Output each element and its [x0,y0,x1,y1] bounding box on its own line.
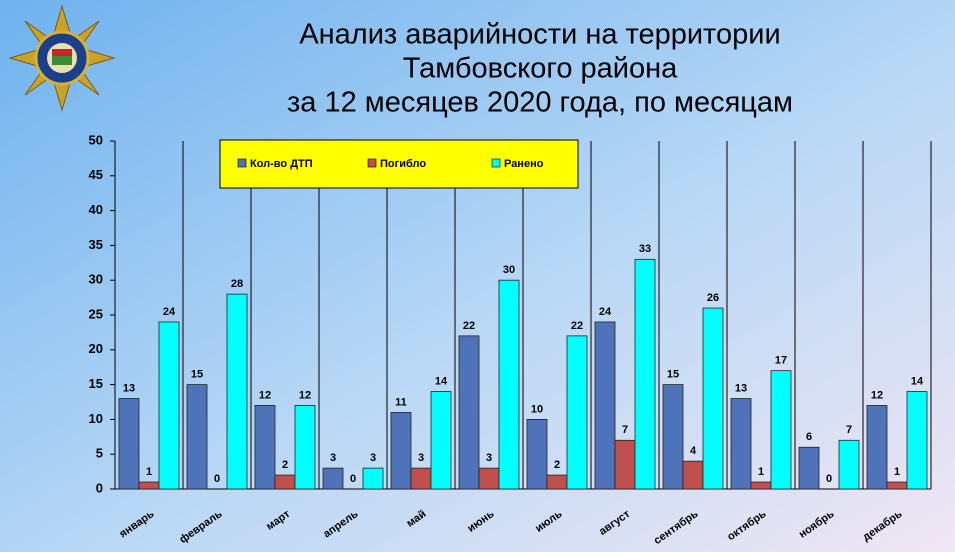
y-tick-label: 50 [89,132,103,147]
bar [798,446,820,490]
bar [186,384,208,490]
legend-swatch [237,158,247,168]
bar [526,418,548,490]
bar [410,467,432,490]
value-label: 11 [395,396,407,408]
bar [866,405,888,490]
value-label: 17 [775,355,787,367]
value-label: 1 [894,466,900,478]
value-label: 15 [667,369,679,381]
y-tick-label: 30 [89,272,103,287]
value-label: 3 [370,452,376,464]
y-tick-label: 10 [89,411,103,426]
value-label: 1 [758,466,764,478]
bar [730,398,752,490]
legend-swatch [491,158,501,168]
bar [750,481,772,490]
value-label: 12 [299,389,311,401]
value-label: 0 [214,473,220,485]
bar [498,279,520,490]
bar [226,293,248,490]
bar [322,467,344,490]
chart-title: Анализ аварийности на территории [299,19,780,51]
bar [390,412,412,490]
value-label: 4 [690,445,697,457]
y-tick-label: 45 [89,167,103,182]
y-tick-label: 20 [89,341,103,356]
bar [546,474,568,490]
bar [566,335,588,490]
emblem [8,4,116,112]
value-label: 0 [350,473,356,485]
value-label: 13 [735,382,747,394]
value-label: 6 [806,431,812,443]
y-tick-label: 15 [89,376,103,391]
bar [662,384,684,490]
value-label: 7 [846,424,852,436]
bar [634,258,656,490]
y-tick-label: 25 [89,306,103,321]
value-label: 3 [418,452,424,464]
chart-title: за 12 месяцев 2020 года, по месяцам [287,87,793,119]
value-label: 2 [282,459,288,471]
value-label: 22 [571,320,583,332]
chart-title: Тамбовского района [403,53,678,85]
bar [478,467,500,490]
value-label: 14 [435,375,448,387]
bar [254,405,276,490]
bar [274,474,296,490]
value-label: 2 [554,459,560,471]
y-tick-label: 35 [89,237,103,252]
bar [158,321,180,490]
legend-label: Погибло [380,158,426,170]
bar [118,398,140,490]
value-label: 12 [259,389,271,401]
bar [430,391,452,490]
y-tick-label: 40 [89,202,103,217]
legend-swatch [367,158,377,168]
bar [682,460,704,490]
y-tick-label: 0 [96,480,103,495]
legend-label: Кол-во ДТП [250,158,313,170]
value-label: 13 [123,382,135,394]
value-label: 30 [503,264,515,276]
bar [458,335,480,490]
value-label: 1 [146,466,152,478]
value-label: 24 [163,306,176,318]
legend-box [219,139,579,189]
bar [838,439,860,490]
bar [362,467,384,490]
bar [886,481,908,490]
value-label: 33 [639,243,651,255]
value-label: 14 [911,375,924,387]
value-label: 3 [330,452,336,464]
value-label: 3 [486,452,492,464]
bar [138,481,160,490]
bar [702,307,724,490]
bar [770,370,792,490]
y-tick-label: 5 [96,446,103,461]
value-label: 22 [463,320,475,332]
value-label: 10 [531,403,543,415]
value-label: 26 [707,292,719,304]
value-label: 7 [622,424,628,436]
value-label: 15 [191,369,203,381]
bar [614,439,636,490]
value-label: 12 [871,389,883,401]
value-label: 24 [599,306,612,318]
bar [906,391,928,490]
value-label: 0 [826,473,832,485]
bar [294,405,316,490]
legend-label: Ранено [504,158,544,170]
bar [594,321,616,490]
value-label: 28 [231,278,243,290]
